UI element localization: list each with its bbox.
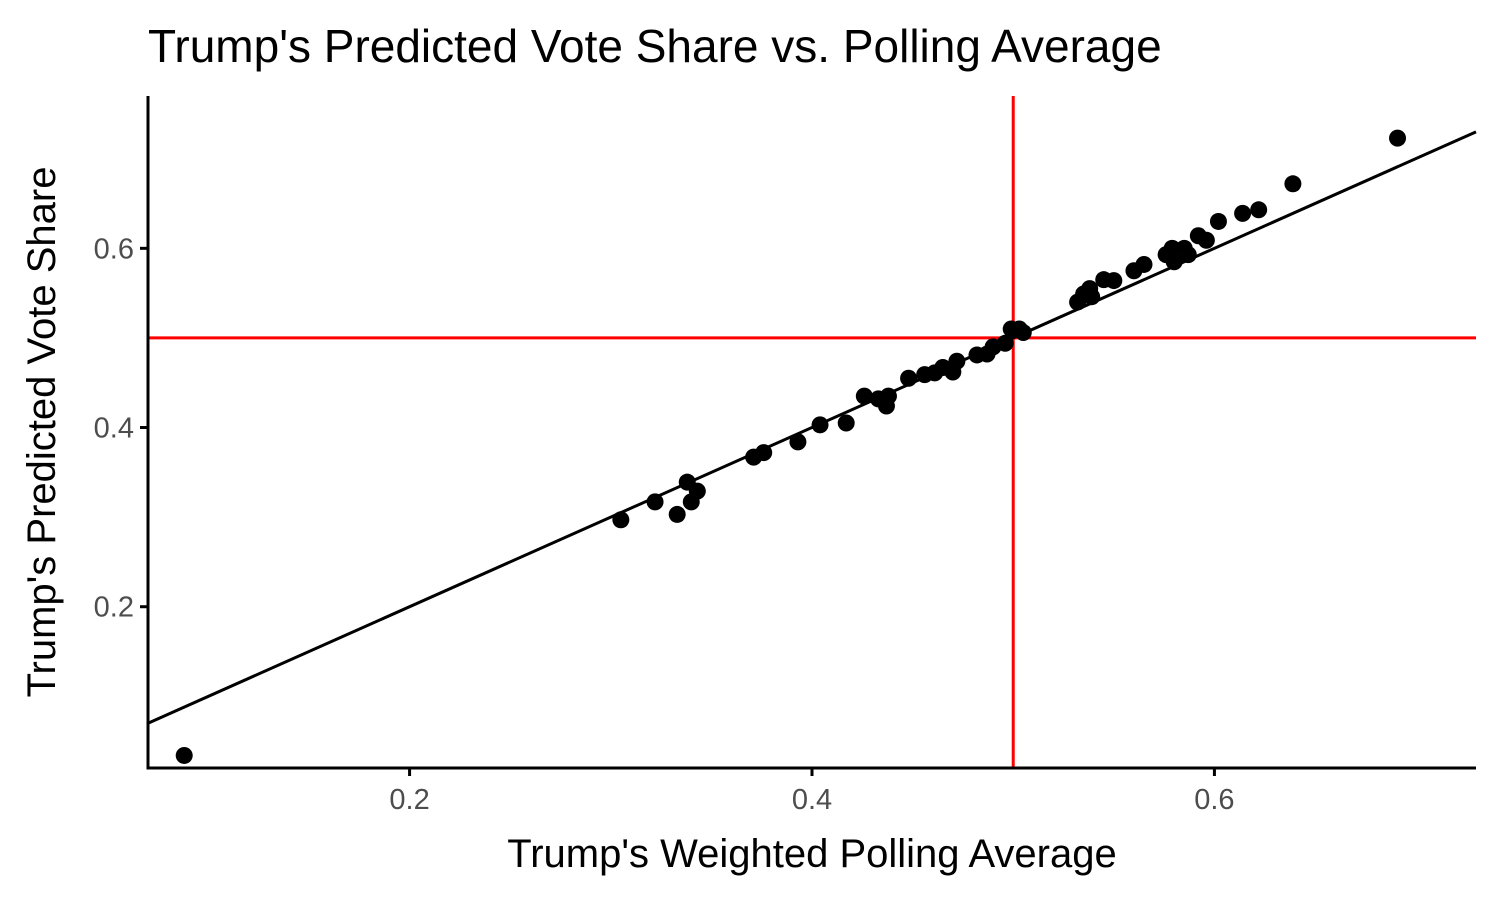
data-point [1135,255,1153,273]
data-point [1165,253,1183,271]
data-point [900,369,918,387]
data-points [175,129,1407,764]
data-point [612,511,630,529]
data-point [789,433,807,451]
data-point [811,416,829,434]
data-point [1179,246,1197,264]
x-tick-label: 0.4 [792,784,832,816]
y-tick-label: 0.6 [94,233,134,265]
data-point [1284,175,1302,193]
data-point [1197,231,1215,249]
data-point [855,387,873,405]
data-point [879,387,897,405]
y-axis-title: Trump's Predicted Vote Share [20,167,64,698]
data-point [1250,201,1268,219]
data-point [1014,324,1032,342]
x-tick-label: 0.6 [1194,784,1234,816]
data-point [1209,212,1227,230]
x-tick-label: 0.2 [389,784,429,816]
data-point [1389,129,1407,147]
data-point [688,482,706,500]
data-point [668,505,686,523]
data-point [1163,239,1181,257]
data-point [646,493,664,511]
data-point [1083,288,1101,306]
data-point [1234,204,1252,222]
data-point [948,352,966,370]
data-point [1105,272,1123,290]
data-point [755,444,773,462]
data-point [175,746,193,764]
reference-lines [148,96,1476,768]
x-axis-ticks: 0.2 0.4 0.6 [389,768,1235,816]
y-tick-label: 0.2 [94,592,134,624]
y-tick-label: 0.4 [94,413,134,445]
chart-title: Trump's Predicted Vote Share vs. Polling… [148,20,1162,72]
data-point [837,414,855,432]
data-point [996,334,1014,352]
x-axis-title: Trump's Weighted Polling Average [507,832,1116,876]
y-axis-ticks: 0.2 0.4 0.6 [94,233,148,624]
